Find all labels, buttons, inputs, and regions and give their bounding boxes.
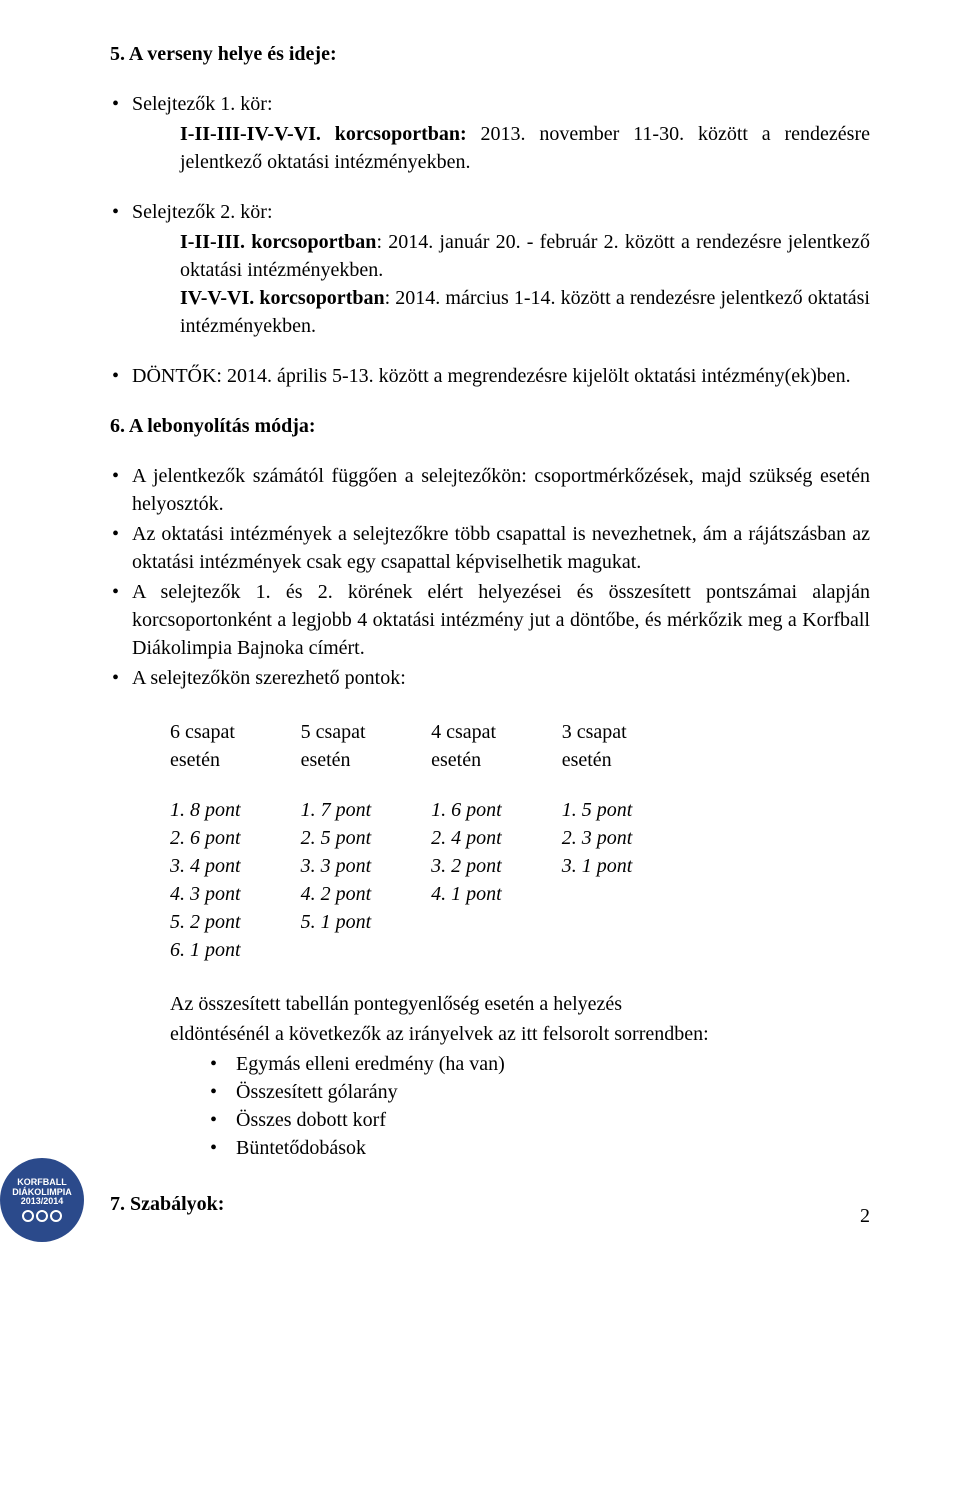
points-row: 5. 2 pont [170, 908, 241, 936]
bullet-marker: • [210, 1050, 236, 1078]
tiebreak-text: Egymás elleni eredmény (ha van) [236, 1050, 505, 1078]
points-header-2: esetén [562, 746, 633, 774]
bullet-body: I-II-III. korcsoportban: 2014. január 20… [180, 228, 870, 284]
points-row: 4. 2 pont [301, 880, 372, 908]
bullet-body-2: IV-V-VI. korcsoportban: 2014. március 1-… [180, 284, 870, 340]
section-7-heading: 7. Szabályok: [110, 1190, 870, 1218]
points-row: 3. 1 pont [562, 852, 633, 880]
tiebreak-intro-2: eldöntésénél a következők az irányelvek … [170, 1020, 870, 1048]
points-header-1: 3 csapat [562, 718, 633, 746]
points-header-1: 5 csapat [301, 718, 372, 746]
tiebreak-item: • Összes dobott korf [210, 1106, 870, 1134]
korfball-logo-icon: KORFBALL DIÁKOLIMPIA 2013/2014 [0, 1158, 84, 1242]
tiebreak-item: • Összesített gólarány [210, 1078, 870, 1106]
bold-span: IV-V-VI. korcsoportban [180, 287, 385, 309]
points-row: 1. 5 pont [562, 796, 633, 824]
bullet-marker: • [210, 1106, 236, 1134]
tiebreak-intro-1: Az összesített tabellán pontegyenlőség e… [170, 990, 870, 1018]
page-number: 2 [860, 1202, 870, 1230]
tiebreak-item: • Büntetődobások [210, 1134, 870, 1162]
section-5-item-3: • DÖNTŐK: 2014. április 5-13. között a m… [110, 362, 870, 390]
bullet-lead: Selejtezők 1. kör: [132, 90, 870, 118]
tiebreak-text: Büntetődobások [236, 1134, 366, 1162]
bullet-marker: • [110, 198, 132, 226]
logo-line-3: 2013/2014 [21, 1197, 64, 1207]
points-header-1: 4 csapat [431, 718, 502, 746]
bullet-lead: Selejtezők 2. kör: [132, 198, 870, 226]
bullet-marker: • [110, 362, 132, 390]
points-col-header: 5 csapat esetén [301, 718, 372, 774]
bullet-marker: • [210, 1078, 236, 1106]
points-row: 5. 1 pont [301, 908, 372, 936]
points-col-header: 6 csapat esetén [170, 718, 241, 774]
bullet-text: DÖNTŐK: 2014. április 5-13. között a meg… [132, 362, 870, 390]
points-row: 3. 3 pont [301, 852, 372, 880]
bullet-text: A jelentkezők számától függően a selejte… [132, 462, 870, 518]
points-col-header: 4 csapat esetén [431, 718, 502, 774]
points-header-2: esetén [170, 746, 241, 774]
points-row: 2. 3 pont [562, 824, 633, 852]
bullet-text: A selejtezőkön szerezhető pontok: [132, 664, 870, 692]
bold-span: I-II-III. korcsoportban [180, 231, 376, 253]
section-6-bullet-2: • Az oktatási intézmények a selejtezőkre… [110, 520, 870, 576]
tiebreak-text: Összes dobott korf [236, 1106, 386, 1134]
points-header-2: esetén [431, 746, 502, 774]
points-col-5: 5 csapat esetén 1. 7 pont 2. 5 pont 3. 3… [301, 718, 372, 964]
ring-icon [50, 1210, 62, 1222]
points-row: 6. 1 pont [170, 936, 241, 964]
bullet-text: Az oktatási intézmények a selejtezőkre t… [132, 520, 870, 576]
points-row: 2. 6 pont [170, 824, 241, 852]
ring-icon [22, 1210, 34, 1222]
points-table: 6 csapat esetén 1. 8 pont 2. 6 pont 3. 4… [170, 718, 870, 964]
points-header-1: 6 csapat [170, 718, 241, 746]
tiebreak-block: Az összesített tabellán pontegyenlőség e… [170, 990, 870, 1162]
section-5-heading: 5. A verseny helye és ideje: [110, 40, 870, 68]
points-row: 2. 4 pont [431, 824, 502, 852]
points-col-header: 3 csapat esetén [562, 718, 633, 774]
bullet-marker: • [110, 520, 132, 548]
bullet-marker: • [110, 664, 132, 692]
tiebreak-item: • Egymás elleni eredmény (ha van) [210, 1050, 870, 1078]
bold-span: I-II-III-IV-V-VI. korcsoportban: [180, 123, 467, 145]
points-row: 1. 8 pont [170, 796, 241, 824]
bullet-text: A selejtezők 1. és 2. körének elért hely… [132, 578, 870, 662]
section-6-bullet-4: • A selejtezőkön szerezhető pontok: [110, 664, 870, 692]
tiebreak-text: Összesített gólarány [236, 1078, 398, 1106]
bullet-marker: • [210, 1134, 236, 1162]
points-col-3: 3 csapat esetén 1. 5 pont 2. 3 pont 3. 1… [562, 718, 633, 964]
section-5-item-1: • Selejtezők 1. kör: I-II-III-IV-V-VI. k… [110, 90, 870, 176]
points-col-6: 6 csapat esetén 1. 8 pont 2. 6 pont 3. 4… [170, 718, 241, 964]
points-row: 1. 6 pont [431, 796, 502, 824]
section-6-bullet-3: • A selejtezők 1. és 2. körének elért he… [110, 578, 870, 662]
points-row: 4. 3 pont [170, 880, 241, 908]
bullet-marker: • [110, 462, 132, 490]
bullet-marker: • [110, 90, 132, 118]
bullet-body: I-II-III-IV-V-VI. korcsoportban: 2013. n… [180, 120, 870, 176]
ring-icon [36, 1210, 48, 1222]
section-6-bullet-1: • A jelentkezők számától függően a selej… [110, 462, 870, 518]
points-row: 1. 7 pont [301, 796, 372, 824]
points-row: 2. 5 pont [301, 824, 372, 852]
bullet-marker: • [110, 578, 132, 606]
logo-rings-icon [22, 1210, 62, 1222]
bullet-lead-span: A jelentkezők számától függően a selejte… [132, 465, 870, 515]
points-row: 3. 2 pont [431, 852, 502, 880]
section-5-item-2: • Selejtezők 2. kör: I-II-III. korcsopor… [110, 198, 870, 340]
section-6-heading: 6. A lebonyolítás módja: [110, 412, 870, 440]
points-header-2: esetén [301, 746, 372, 774]
points-col-4: 4 csapat esetén 1. 6 pont 2. 4 pont 3. 2… [431, 718, 502, 964]
points-row: 4. 1 pont [431, 880, 502, 908]
points-row: 3. 4 pont [170, 852, 241, 880]
